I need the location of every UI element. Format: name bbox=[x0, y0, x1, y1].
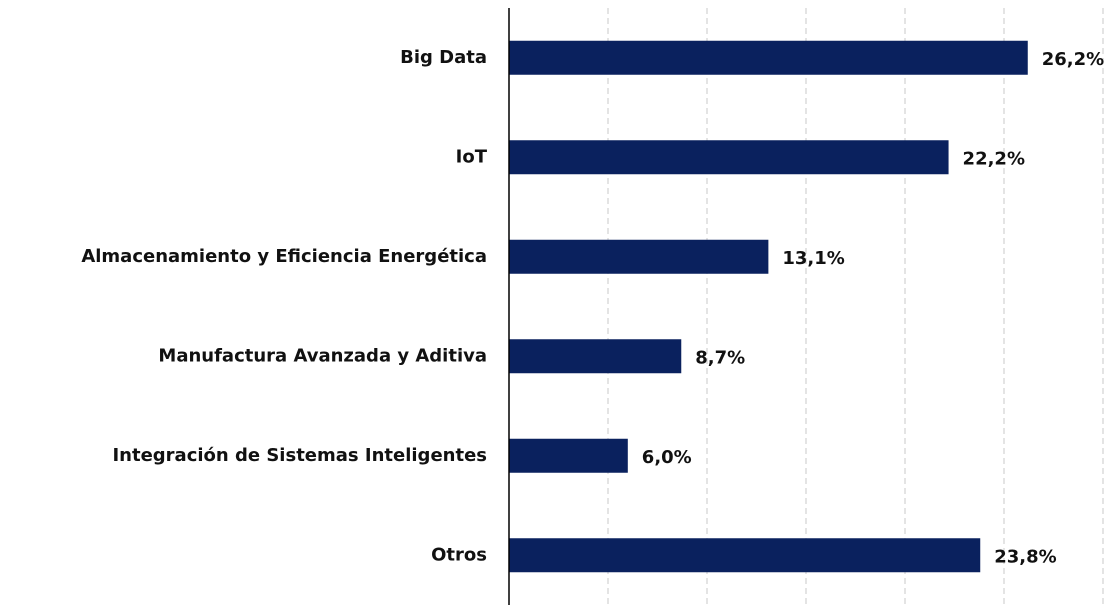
y-tick-label: Otros bbox=[431, 544, 487, 565]
bar bbox=[509, 140, 949, 175]
data-label: 8,7% bbox=[695, 347, 745, 368]
y-tick-label: Manufactura Avanzada y Aditiva bbox=[158, 345, 487, 366]
bar bbox=[509, 538, 981, 573]
y-tick-label: Almacenamiento y Eficiencia Energética bbox=[81, 246, 487, 267]
y-tick-label: Integración de Sistemas Inteligentes bbox=[112, 445, 487, 466]
data-label: 22,2% bbox=[963, 148, 1025, 169]
data-label: 6,0% bbox=[642, 447, 692, 468]
bar bbox=[509, 438, 628, 473]
data-label: 23,8% bbox=[994, 546, 1056, 567]
bar bbox=[509, 239, 769, 274]
data-label: 13,1% bbox=[782, 248, 844, 269]
y-tick-label: Big Data bbox=[400, 47, 487, 68]
bar bbox=[509, 40, 1028, 75]
bar bbox=[509, 339, 682, 374]
data-label: 26,2% bbox=[1042, 49, 1104, 70]
y-tick-label: IoT bbox=[456, 146, 488, 167]
